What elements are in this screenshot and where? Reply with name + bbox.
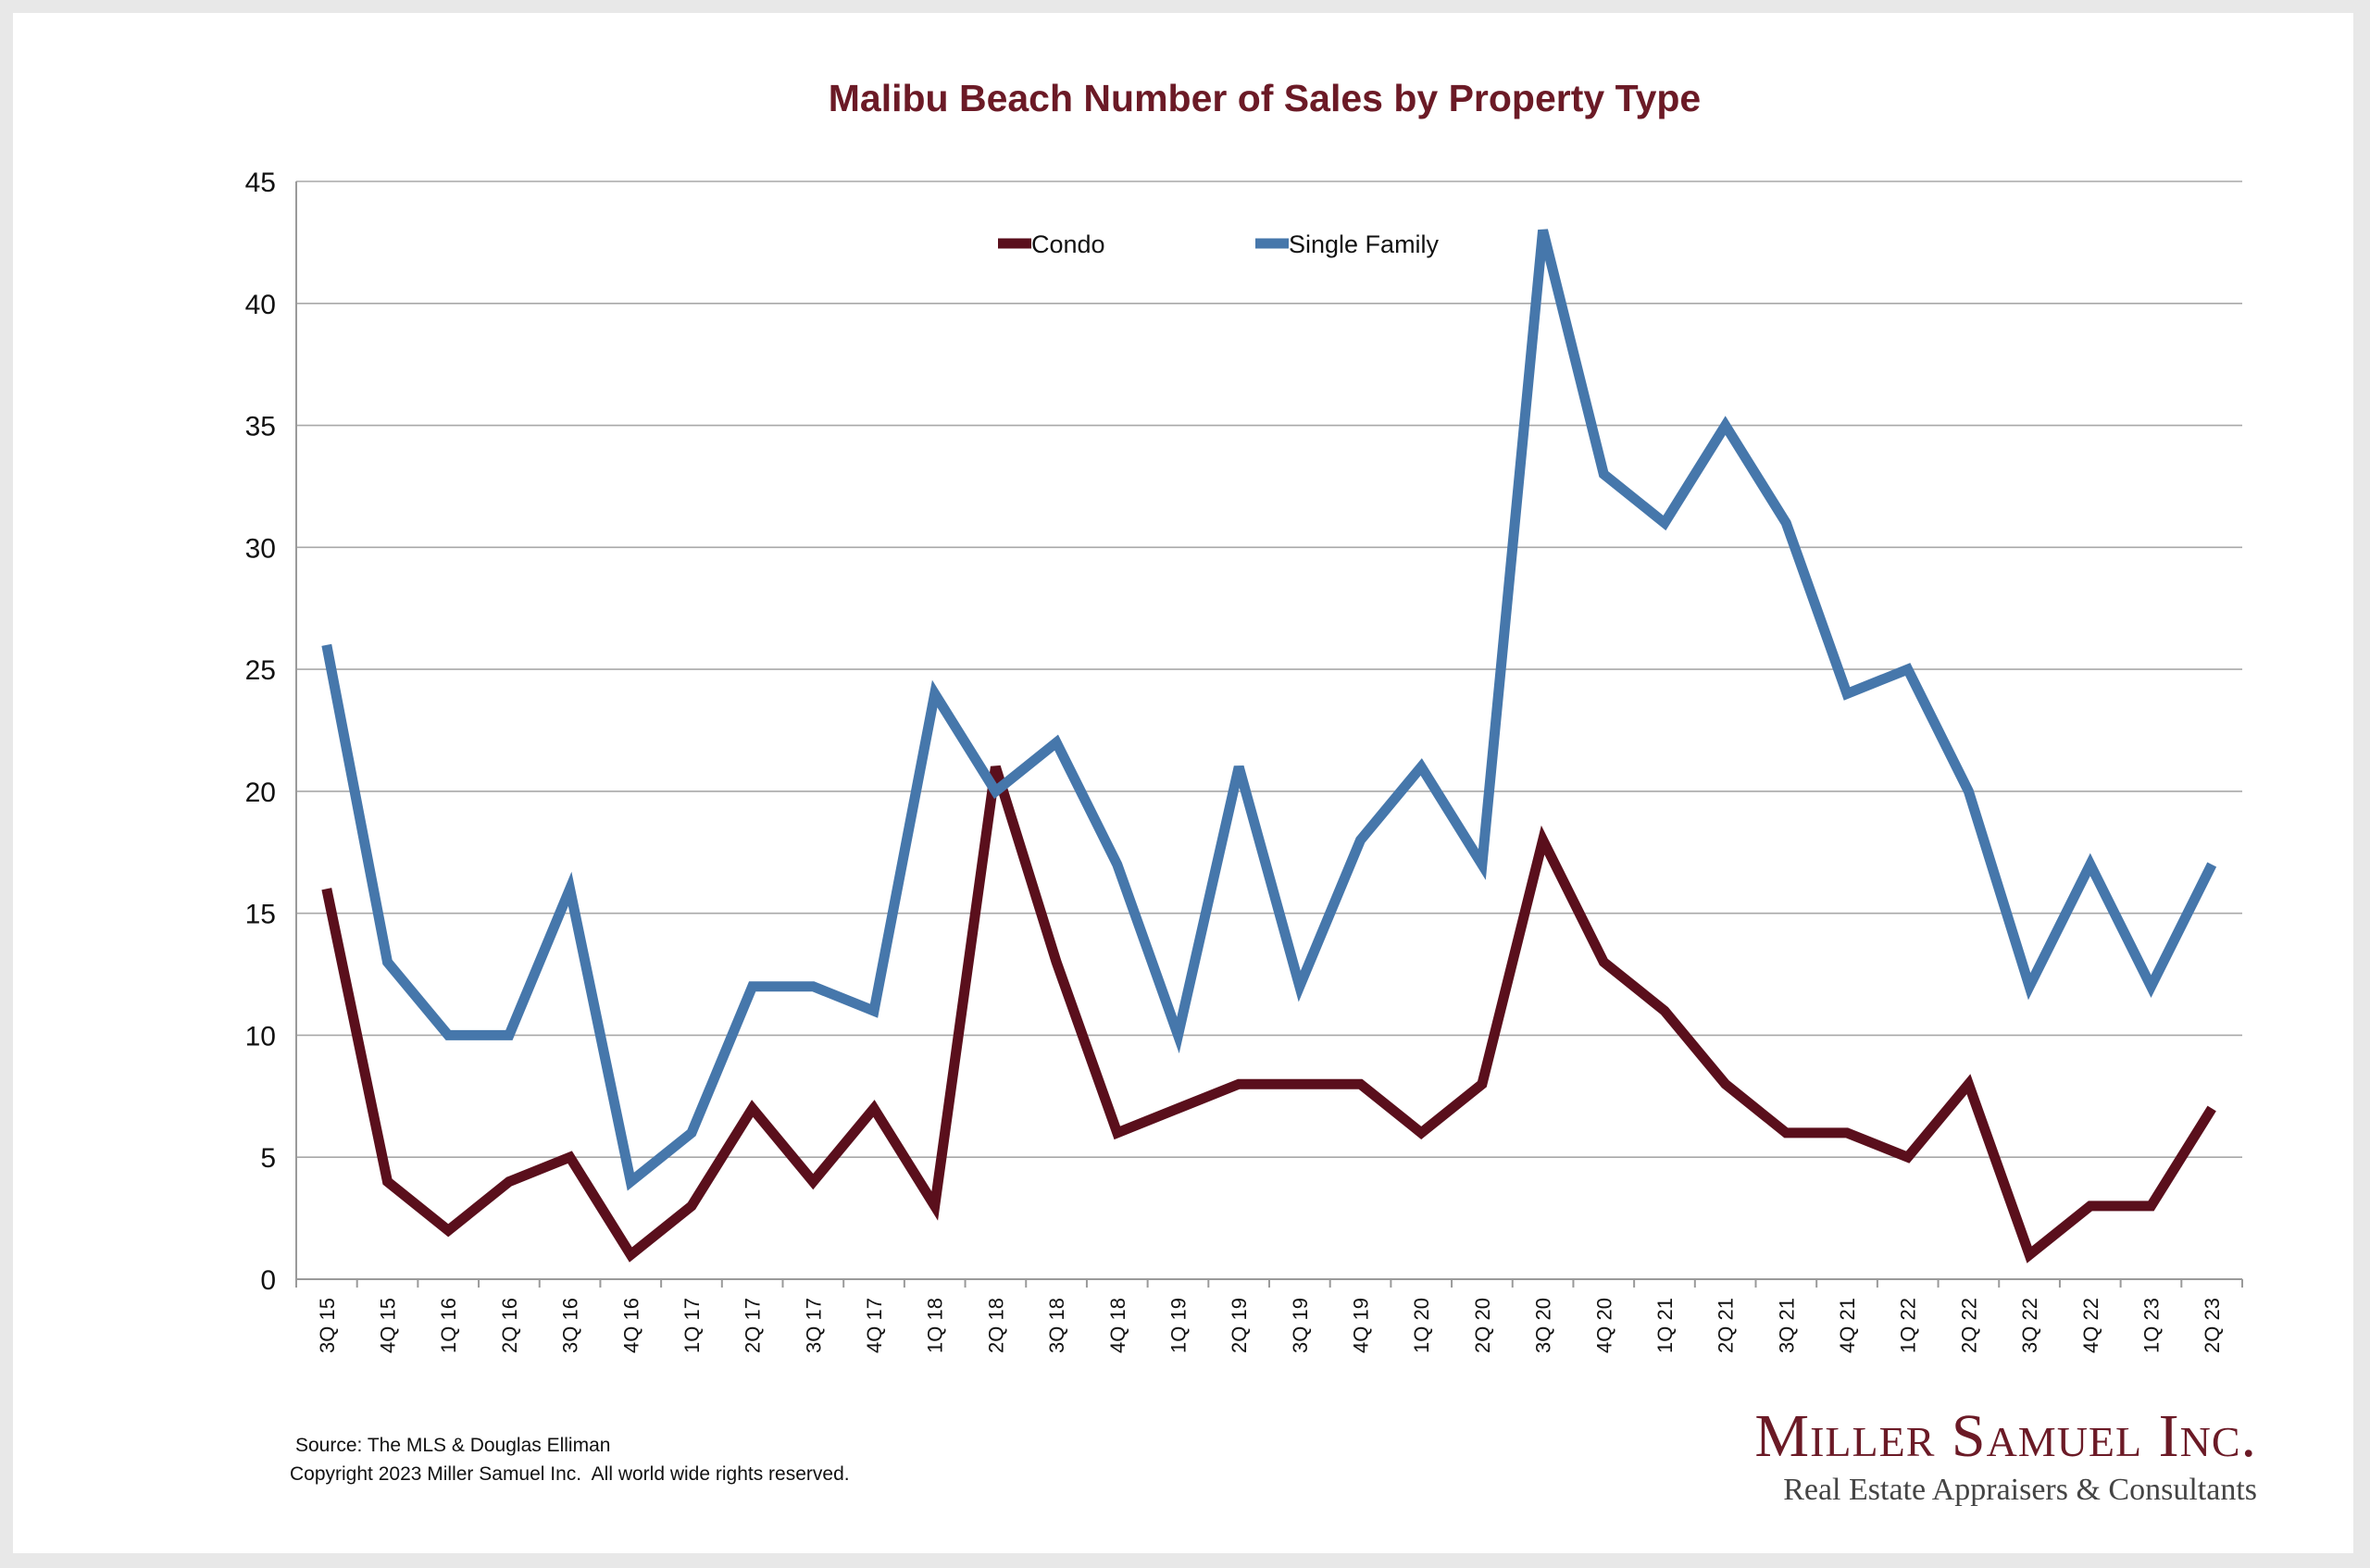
legend-label: Single Family [1289,230,1440,258]
x-tick-label: 1Q 18 [924,1298,947,1353]
x-tick-label: 3Q 16 [559,1298,582,1353]
y-tick-label: 25 [245,655,276,686]
x-tick-label: 3Q 17 [802,1298,825,1353]
x-tick-label: 3Q 19 [1289,1298,1312,1353]
y-tick-label: 40 [245,290,276,320]
x-axis-ticks: 3Q 15 4Q 15 1Q 16 2Q 16 3Q 16 4Q 16 1Q 17 2Q 17… [295,1279,2243,1353]
x-tick-label: 3Q 21 [1775,1298,1798,1353]
series-lines [321,229,2217,1263]
source-text: Source: The MLS & Douglas Elliman [295,1435,611,1456]
x-tick-label: 2Q 17 [742,1298,765,1353]
series-line-condo [321,765,2216,1263]
x-tick-label: 2Q 16 [498,1298,521,1353]
x-tick-label: 1Q 21 [1653,1298,1677,1353]
y-tick-label: 20 [245,778,276,808]
y-tick-label: 30 [245,533,276,564]
y-tick-label: 15 [245,900,276,930]
x-tick-label: 3Q 15 [316,1298,339,1353]
chart-title: Malibu Beach Number of Sales by Property… [829,77,1701,119]
legend-label: Condo [1031,230,1105,258]
y-tick-label: 45 [245,168,276,198]
x-tick-label: 1Q 22 [1897,1298,1920,1353]
x-tick-label: 2Q 18 [984,1298,1007,1353]
y-tick-label: 5 [260,1143,276,1174]
brand-logo: Miller Samuel Inc. Real Estate Appraiser… [1754,1406,2257,1506]
x-tick-label: 4Q 15 [377,1298,400,1353]
x-tick-label: 4Q 20 [1592,1298,1615,1353]
x-tick-label: 4Q 21 [1836,1298,1859,1353]
copyright-text: Copyright 2023 Miller Samuel Inc. All wo… [290,1463,850,1485]
brand-name: Miller Samuel Inc. [1754,1402,2257,1470]
x-tick-label: 4Q 22 [2079,1298,2102,1353]
brand-tagline: Real Estate Appraisers & Consultants [1783,1473,2257,1507]
x-tick-label: 3Q 18 [1045,1298,1068,1353]
x-tick-label: 2Q 19 [1228,1298,1251,1353]
series-line-single-family [321,229,2217,1191]
y-axis-ticks: 0 5 10 15 20 25 30 35 40 45 [245,168,276,1296]
x-tick-label: 4Q 19 [1350,1298,1373,1353]
x-tick-label: 3Q 22 [2018,1298,2041,1353]
y-tick-label: 10 [245,1021,276,1052]
x-tick-label: 2Q 22 [1957,1298,1980,1353]
x-tick-label: 2Q 21 [1715,1298,1738,1353]
chart-frame: Malibu Beach Number of Sales by Property… [13,13,2353,1553]
gridlines [295,180,2242,1280]
y-tick-label: 0 [260,1265,276,1296]
legend: Condo Single Family [998,230,1440,258]
x-tick-label: 3Q 20 [1532,1298,1555,1353]
x-tick-label: 1Q 16 [437,1298,460,1353]
x-tick-label: 2Q 20 [1471,1298,1494,1353]
x-tick-label: 2Q 23 [2201,1298,2224,1353]
x-tick-label: 1Q 17 [680,1298,704,1353]
x-tick-label: 4Q 18 [1106,1298,1129,1353]
line-chart: Malibu Beach Number of Sales by Property… [245,77,2243,1353]
x-tick-label: 1Q 23 [2139,1298,2163,1353]
source-note: Source: The MLS & Douglas Elliman Copyri… [290,1431,850,1488]
x-tick-label: 4Q 16 [619,1298,642,1353]
x-tick-label: 1Q 19 [1166,1298,1190,1353]
y-tick-label: 35 [245,412,276,442]
x-tick-label: 1Q 20 [1410,1298,1433,1353]
x-tick-label: 4Q 17 [863,1298,886,1353]
